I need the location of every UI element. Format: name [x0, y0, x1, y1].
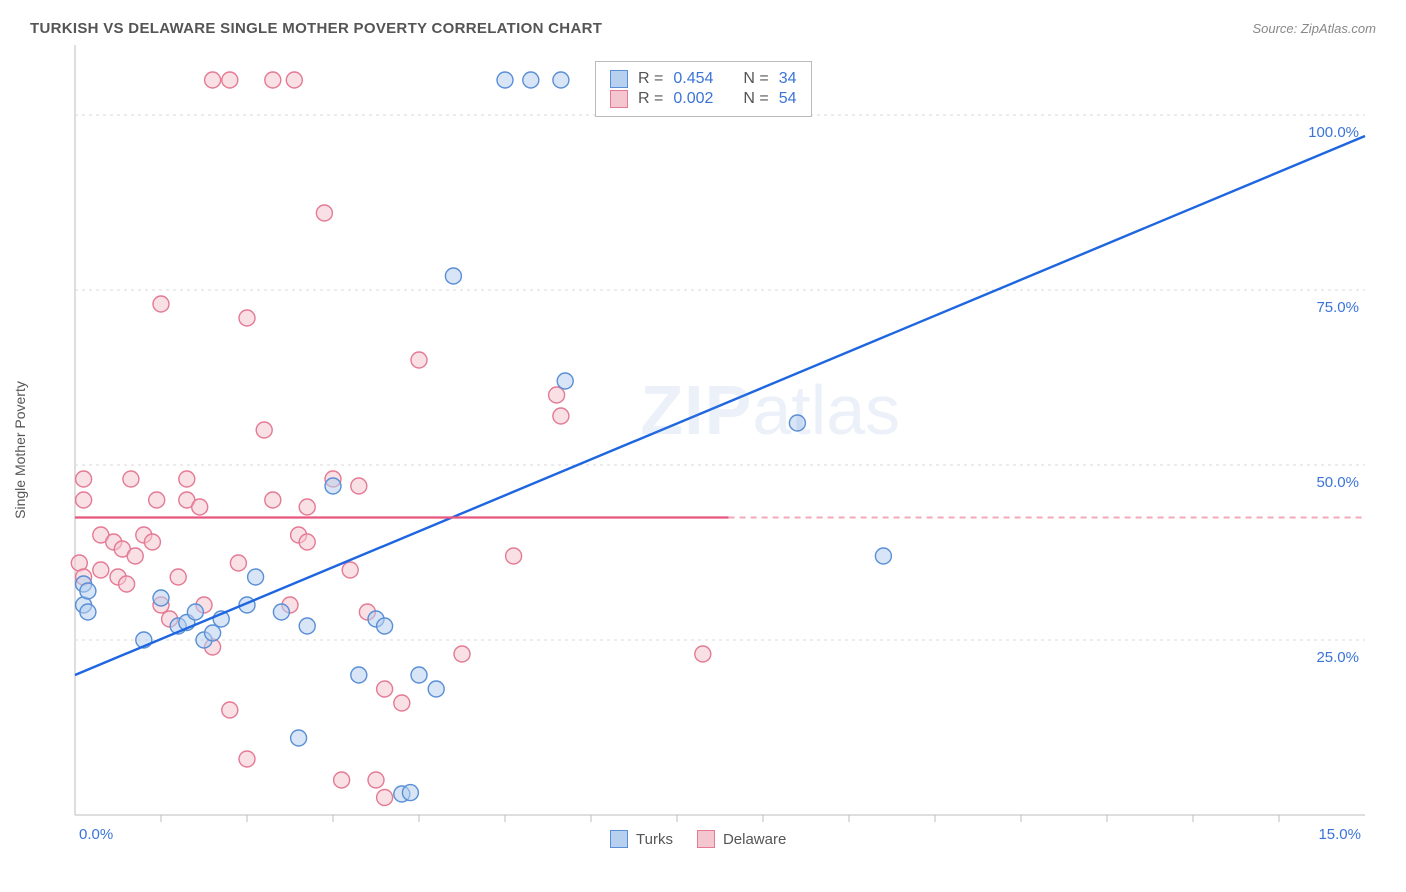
n-value-delaware: 54 — [779, 90, 797, 108]
svg-text:25.0%: 25.0% — [1316, 649, 1359, 666]
stats-row-delaware: R = 0.002 N = 54 — [610, 90, 797, 108]
svg-text:0.0%: 0.0% — [79, 826, 113, 843]
chart-header: TURKISH VS DELAWARE SINGLE MOTHER POVERT… — [30, 20, 1376, 37]
svg-text:15.0%: 15.0% — [1318, 826, 1361, 843]
svg-text:50.0%: 50.0% — [1316, 474, 1359, 491]
swatch-turks — [610, 830, 628, 848]
r-value-turks: 0.454 — [673, 70, 713, 88]
bottom-legend: Turks Delaware — [610, 830, 786, 848]
svg-text:100.0%: 100.0% — [1308, 124, 1359, 141]
r-value-delaware: 0.002 — [673, 90, 713, 108]
stats-row-turks: R = 0.454 N = 34 — [610, 70, 797, 88]
n-value-turks: 34 — [779, 70, 797, 88]
n-label: N = — [743, 90, 768, 108]
swatch-delaware — [610, 90, 628, 108]
legend-item-turks: Turks — [610, 830, 673, 848]
source-prefix: Source: — [1252, 21, 1300, 36]
svg-text:75.0%: 75.0% — [1316, 299, 1359, 316]
legend-item-delaware: Delaware — [697, 830, 786, 848]
swatch-delaware — [697, 830, 715, 848]
r-label: R = — [638, 90, 663, 108]
source-text: Source: ZipAtlas.com — [1252, 21, 1376, 36]
stats-box: R = 0.454 N = 34 R = 0.002 N = 54 — [595, 61, 812, 117]
r-label: R = — [638, 70, 663, 88]
legend-label-delaware: Delaware — [723, 831, 786, 848]
swatch-turks — [610, 70, 628, 88]
y-axis-label: Single Mother Poverty — [12, 381, 28, 519]
n-label: N = — [743, 70, 768, 88]
chart-title: TURKISH VS DELAWARE SINGLE MOTHER POVERT… — [30, 20, 602, 37]
source-name: ZipAtlas.com — [1301, 21, 1376, 36]
chart-area: Single Mother Poverty 25.0%50.0%75.0%100… — [30, 45, 1376, 855]
legend-label-turks: Turks — [636, 831, 673, 848]
scatter-plot: 25.0% 50.0% 75.0% 100.0% 0.0% 15.0% — [30, 45, 1376, 855]
